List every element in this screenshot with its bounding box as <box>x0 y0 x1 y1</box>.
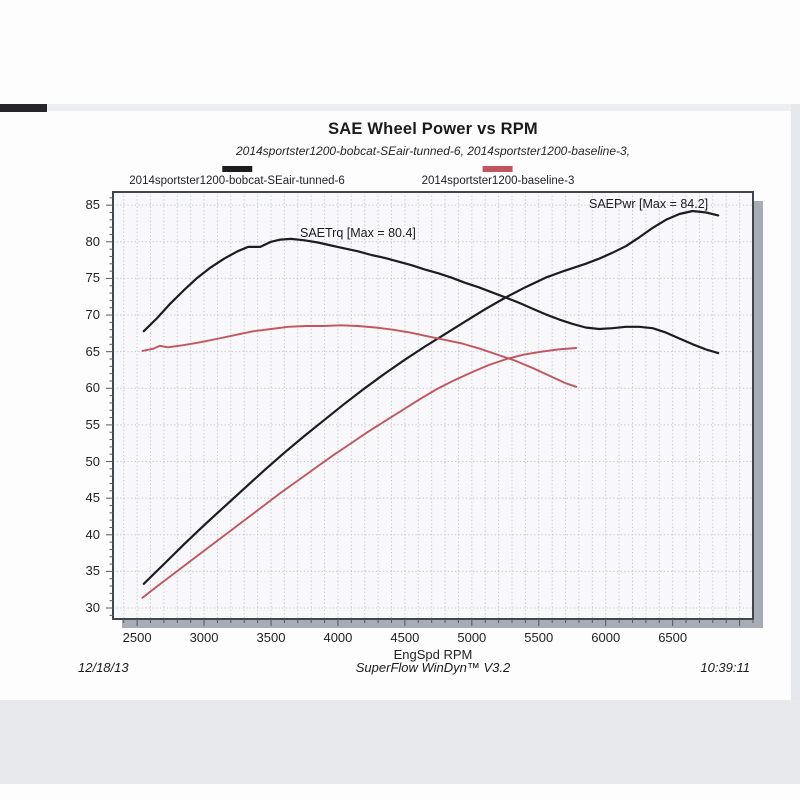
scan-edge-mark <box>0 104 47 112</box>
y-tick-label: 75 <box>85 270 100 286</box>
curve-saetrq-tuned <box>142 237 720 355</box>
annotation-saetrq-max: SAETrq [Max = 80.4] <box>300 226 416 240</box>
legend-label-baseline: 2014sportster1200-baseline-3 <box>421 175 575 187</box>
x-tick-label: 5000 <box>457 630 487 645</box>
y-tick-label: 55 <box>85 416 100 432</box>
x-tick-label: 5500 <box>524 630 554 645</box>
y-tick-label: 80 <box>85 233 100 249</box>
y-tick-label: 70 <box>85 307 100 323</box>
x-tick-label: 3000 <box>189 630 219 645</box>
scanner-background-bottom <box>0 700 800 784</box>
y-tick-label: 40 <box>85 526 100 542</box>
x-axis-title: EngSpd RPM <box>393 647 473 662</box>
x-tick-label: 6500 <box>658 630 688 645</box>
y-tick-label: 50 <box>85 453 100 469</box>
scanner-background-right <box>791 104 800 784</box>
curve-saepwr-baseline <box>141 347 578 599</box>
annotation-saepwr-max: SAEPwr [Max = 84.2] <box>589 197 709 211</box>
grid-lines <box>113 192 754 619</box>
chart-title: SAE Wheel Power vs RPM <box>328 120 538 138</box>
dyno-plot <box>106 191 763 628</box>
chart-subtitle: 2014sportster1200-bobcat-SEair-tunned-6,… <box>235 144 631 158</box>
x-tick-label: 3500 <box>256 630 286 645</box>
x-tick-label: 4500 <box>390 630 420 645</box>
curve-saetrq-baseline <box>141 324 578 388</box>
legend-swatch-tuned <box>221 166 252 172</box>
y-tick-label: 65 <box>85 343 100 359</box>
legend-label-tuned: 2014sportster1200-bobcat-SEair-tunned-6 <box>129 175 345 187</box>
plot-border <box>112 191 754 620</box>
page-top-edge-shadow <box>47 104 792 111</box>
x-tick-label: 6000 <box>591 630 621 645</box>
x-tick-label: 4000 <box>323 630 353 645</box>
y-tick-label: 60 <box>85 380 100 396</box>
y-tick-label: 30 <box>85 600 100 615</box>
y-tick-label: 35 <box>85 563 100 579</box>
footer-date: 12/18/13 <box>78 660 129 675</box>
legend-item-baseline: 2014sportster1200-baseline-3 <box>421 166 575 187</box>
x-tick-label: 2500 <box>122 630 152 645</box>
plot-background <box>113 192 753 619</box>
axis-ticks <box>106 197 754 626</box>
plot-shadow-bottom <box>122 620 763 628</box>
y-tick-label: 45 <box>85 490 100 506</box>
y-tick-label: 85 <box>85 197 100 213</box>
curve-saepwr-tuned <box>142 209 720 585</box>
legend-swatch-baseline <box>482 166 513 172</box>
plot-shadow-right <box>754 201 763 627</box>
footer-software: SuperFlow WinDyn™ V3.2 <box>355 660 511 675</box>
legend-item-tuned: 2014sportster1200-bobcat-SEair-tunned-6 <box>129 166 345 187</box>
footer-time: 10:39:11 <box>700 660 750 675</box>
